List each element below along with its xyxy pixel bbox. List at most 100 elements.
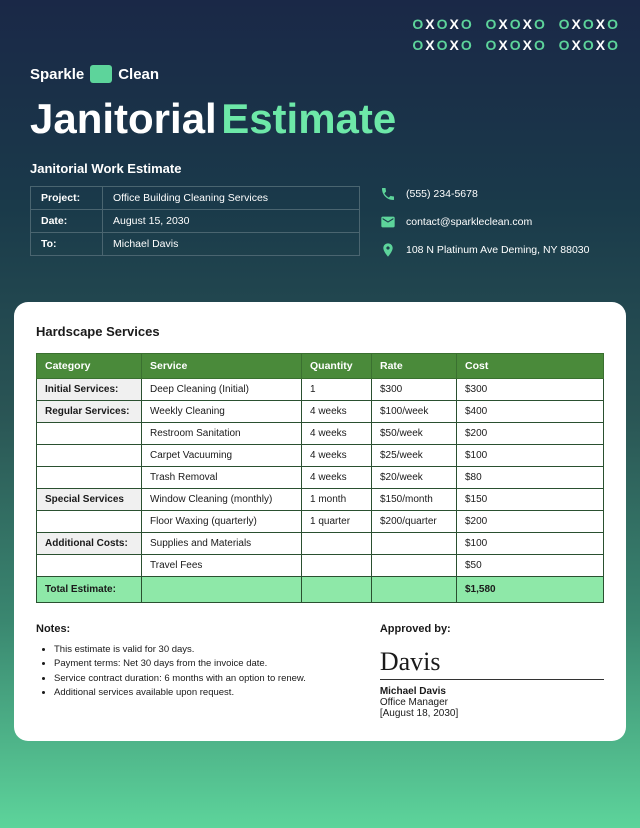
logo: Sparkle Clean xyxy=(30,65,610,83)
table-cell-category: Initial Services: xyxy=(37,379,142,401)
notes-list: This estimate is valid for 30 days.Payme… xyxy=(36,643,350,700)
email-text: contact@sparkleclean.com xyxy=(406,216,532,228)
table-cell: 4 weeks xyxy=(302,467,372,489)
table-cell: $200 xyxy=(457,511,604,533)
approved-section: Approved by: Davis Michael Davis Office … xyxy=(380,623,604,719)
table-cell: $300 xyxy=(372,379,457,401)
table-cell xyxy=(372,533,457,555)
signature-date: [August 18, 2030] xyxy=(380,708,604,719)
table-row: Initial Services:Deep Cleaning (Initial)… xyxy=(37,379,604,401)
meta-project-value: Office Building Cleaning Services xyxy=(103,187,360,210)
table-cell: Restroom Sanitation xyxy=(142,423,302,445)
table-cell: 4 weeks xyxy=(302,445,372,467)
services-card: Hardscape Services Category Service Quan… xyxy=(14,302,626,741)
table-cell: $200 xyxy=(457,423,604,445)
total-label: Total Estimate: xyxy=(37,577,142,603)
contact-phone: (555) 234-5678 xyxy=(380,186,610,202)
title-accent: Estimate xyxy=(221,95,396,142)
approved-title: Approved by: xyxy=(380,623,604,635)
table-cell: Trash Removal xyxy=(142,467,302,489)
table-cell: $100 xyxy=(457,533,604,555)
table-row: Regular Services:Weekly Cleaning4 weeks$… xyxy=(37,401,604,423)
meta-table: Project: Office Building Cleaning Servic… xyxy=(30,186,360,256)
meta-to-value: Michael Davis xyxy=(103,233,360,256)
table-cell: 4 weeks xyxy=(302,423,372,445)
th-category: Category xyxy=(37,354,142,379)
table-row: Floor Waxing (quarterly)1 quarter$200/qu… xyxy=(37,511,604,533)
table-cell-category xyxy=(37,423,142,445)
table-cell xyxy=(302,555,372,577)
table-cell: $25/week xyxy=(372,445,457,467)
phone-text: (555) 234-5678 xyxy=(406,188,478,200)
table-cell: $50/week xyxy=(372,423,457,445)
list-item: This estimate is valid for 30 days. xyxy=(54,643,350,657)
logo-text-1: Sparkle xyxy=(30,66,84,83)
table-cell: $400 xyxy=(457,401,604,423)
table-cell-category xyxy=(37,467,142,489)
services-title: Hardscape Services xyxy=(36,324,604,339)
table-row: Restroom Sanitation4 weeks$50/week$200 xyxy=(37,423,604,445)
email-icon xyxy=(380,214,396,230)
th-rate: Rate xyxy=(372,354,457,379)
notes-section: Notes: This estimate is valid for 30 day… xyxy=(36,623,350,719)
table-cell xyxy=(372,555,457,577)
meta-to-label: To: xyxy=(31,233,103,256)
table-cell: $150/month xyxy=(372,489,457,511)
table-cell: Deep Cleaning (Initial) xyxy=(142,379,302,401)
table-row: Trash Removal4 weeks$20/week$80 xyxy=(37,467,604,489)
table-row: Additional Costs:Supplies and Materials $… xyxy=(37,533,604,555)
table-cell-category: Special Services xyxy=(37,489,142,511)
table-cell: Supplies and Materials xyxy=(142,533,302,555)
page-title: Janitorial Estimate xyxy=(30,95,610,143)
table-row: Special ServicesWindow Cleaning (monthly… xyxy=(37,489,604,511)
list-item: Payment terms: Net 30 days from the invo… xyxy=(54,657,350,671)
table-cell: 1 xyxy=(302,379,372,401)
table-cell: $100 xyxy=(457,445,604,467)
table-cell: $100/week xyxy=(372,401,457,423)
contact-list: (555) 234-5678 contact@sparkleclean.com … xyxy=(380,186,610,270)
table-row: Travel Fees $50 xyxy=(37,555,604,577)
table-cell-category xyxy=(37,445,142,467)
th-cost: Cost xyxy=(457,354,604,379)
logo-text-2: Clean xyxy=(118,66,159,83)
table-cell: Carpet Vacuuming xyxy=(142,445,302,467)
signature: Davis xyxy=(380,647,604,680)
table-cell: $50 xyxy=(457,555,604,577)
address-text: 108 N Platinum Ave Deming, NY 88030 xyxy=(406,244,589,256)
meta-date-value: August 15, 2030 xyxy=(103,210,360,233)
meta-date-label: Date: xyxy=(31,210,103,233)
table-cell: Travel Fees xyxy=(142,555,302,577)
table-cell xyxy=(302,533,372,555)
phone-icon xyxy=(380,186,396,202)
th-service: Service xyxy=(142,354,302,379)
location-icon xyxy=(380,242,396,258)
list-item: Service contract duration: 6 months with… xyxy=(54,672,350,686)
table-cell-category xyxy=(37,555,142,577)
table-cell: Weekly Cleaning xyxy=(142,401,302,423)
title-main: Janitorial xyxy=(30,95,217,142)
table-cell: 1 quarter xyxy=(302,511,372,533)
table-cell: 1 month xyxy=(302,489,372,511)
subtitle: Janitorial Work Estimate xyxy=(30,161,610,176)
table-cell: $200/quarter xyxy=(372,511,457,533)
contact-address: 108 N Platinum Ave Deming, NY 88030 xyxy=(380,242,610,258)
services-table: Category Service Quantity Rate Cost Init… xyxy=(36,353,604,603)
table-cell: 4 weeks xyxy=(302,401,372,423)
contact-email: contact@sparkleclean.com xyxy=(380,214,610,230)
decoration-pattern: OXOXO OXOXO OXOXO OXOXO OXOXO OXOXO xyxy=(412,14,620,56)
signature-name: Michael Davis xyxy=(380,686,604,697)
table-cell-category: Additional Costs: xyxy=(37,533,142,555)
notes-title: Notes: xyxy=(36,623,350,635)
table-cell: $300 xyxy=(457,379,604,401)
table-cell: Floor Waxing (quarterly) xyxy=(142,511,302,533)
logo-icon xyxy=(90,65,112,83)
total-value: $1,580 xyxy=(457,577,604,603)
table-cell: $150 xyxy=(457,489,604,511)
table-cell: Window Cleaning (monthly) xyxy=(142,489,302,511)
list-item: Additional services available upon reque… xyxy=(54,686,350,700)
table-cell: $80 xyxy=(457,467,604,489)
table-row: Carpet Vacuuming4 weeks$25/week$100 xyxy=(37,445,604,467)
table-cell: $20/week xyxy=(372,467,457,489)
meta-project-label: Project: xyxy=(31,187,103,210)
signature-role: Office Manager xyxy=(380,697,604,708)
